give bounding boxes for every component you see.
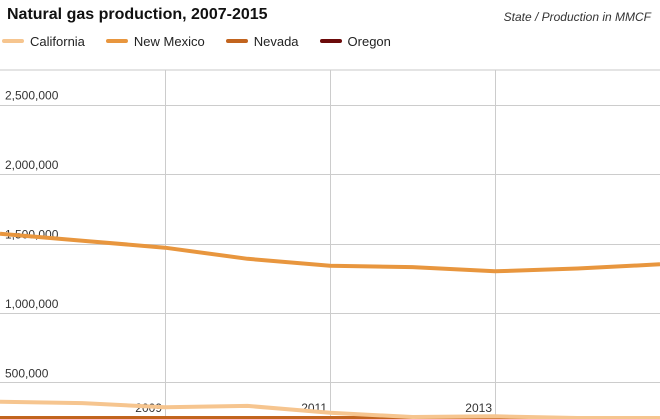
legend-item[interactable]: New Mexico (105, 33, 226, 49)
legend-swatch (105, 39, 128, 43)
chart-legend: California New Mexico Nevada Oregon (2, 33, 412, 49)
legend-item[interactable]: Nevada (225, 33, 320, 49)
legend-label: Nevada (253, 33, 299, 49)
y-tick-label: 500,000 (5, 366, 49, 380)
legend-label: New Mexico (133, 33, 205, 49)
chart-subtitle: State / Production in MMCF (503, 10, 651, 24)
legend-label: California (30, 33, 85, 49)
legend-item[interactable]: Oregon (319, 33, 412, 49)
y-tick-label: 2,500,000 (5, 89, 59, 103)
legend-label: Oregon (347, 33, 391, 49)
legend-item[interactable]: California (2, 34, 106, 49)
y-tick-label: 1,000,000 (5, 297, 59, 311)
chart-title: Natural gas production, 2007-2015 (7, 6, 268, 23)
legend-swatch (2, 39, 24, 43)
chart-series (0, 231, 660, 419)
legend-swatch (225, 39, 248, 43)
y-axis-tick-labels: 500,0001,000,0001,500,0002,000,0002,500,… (5, 89, 59, 381)
legend-swatch (319, 39, 342, 43)
series-line-california (0, 399, 660, 419)
x-tick-label: 2013 (465, 401, 492, 415)
series-line-new-mexico (0, 231, 660, 274)
y-tick-label: 2,000,000 (5, 158, 59, 172)
